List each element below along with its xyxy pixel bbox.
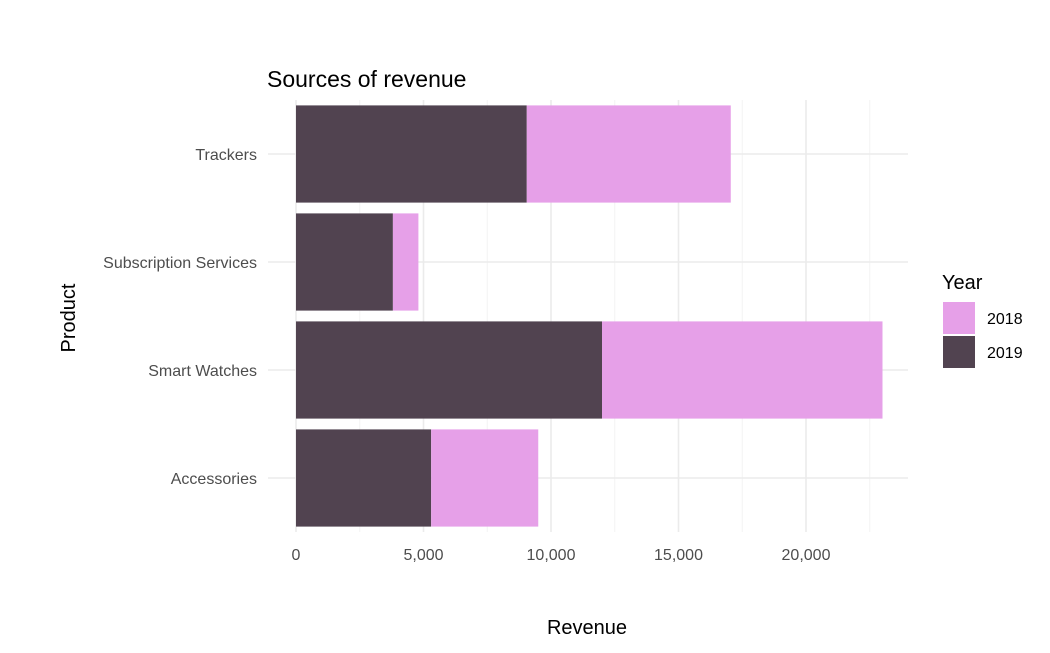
- x-tick-label: 0: [292, 547, 301, 564]
- legend-title: Year: [942, 272, 983, 294]
- bar-2018-accessories: [431, 429, 539, 527]
- x-tick-labels: 0 5,000 10,000 15,000 20,000: [292, 547, 831, 564]
- bar-2018-subscription-services: [392, 213, 419, 311]
- bar-2018-smart-watches: [602, 321, 883, 419]
- y-axis-title: Product: [58, 283, 80, 352]
- x-tick-label: 20,000: [782, 547, 831, 564]
- bars: [296, 105, 883, 527]
- legend: Year 2018 2019: [942, 272, 1023, 368]
- bar-2019-smart-watches: [296, 321, 602, 419]
- legend-key-2019: [943, 336, 975, 368]
- legend-items: 2018 2019: [943, 302, 1023, 368]
- bar-2019-trackers: [296, 105, 527, 203]
- x-tick-label: 5,000: [403, 547, 443, 564]
- y-tick-label: Subscription Services: [103, 255, 257, 272]
- chart-title: Sources of revenue: [267, 66, 466, 92]
- legend-key-2018: [943, 302, 975, 334]
- bar-2019-accessories: [296, 429, 432, 527]
- y-tick-labels: Accessories Smart Watches Subscription Ser…: [103, 147, 257, 488]
- x-tick-label: 15,000: [654, 547, 703, 564]
- bar-2019-subscription-services: [296, 213, 393, 311]
- x-tick-label: 10,000: [527, 547, 576, 564]
- legend-label-2019: 2019: [987, 345, 1023, 362]
- bar-2018-trackers: [526, 105, 731, 203]
- legend-label-2018: 2018: [987, 311, 1023, 328]
- y-tick-label: Smart Watches: [148, 363, 257, 380]
- y-tick-label: Trackers: [195, 147, 257, 164]
- y-tick-label: Accessories: [171, 471, 257, 488]
- x-axis-title: Revenue: [547, 617, 627, 639]
